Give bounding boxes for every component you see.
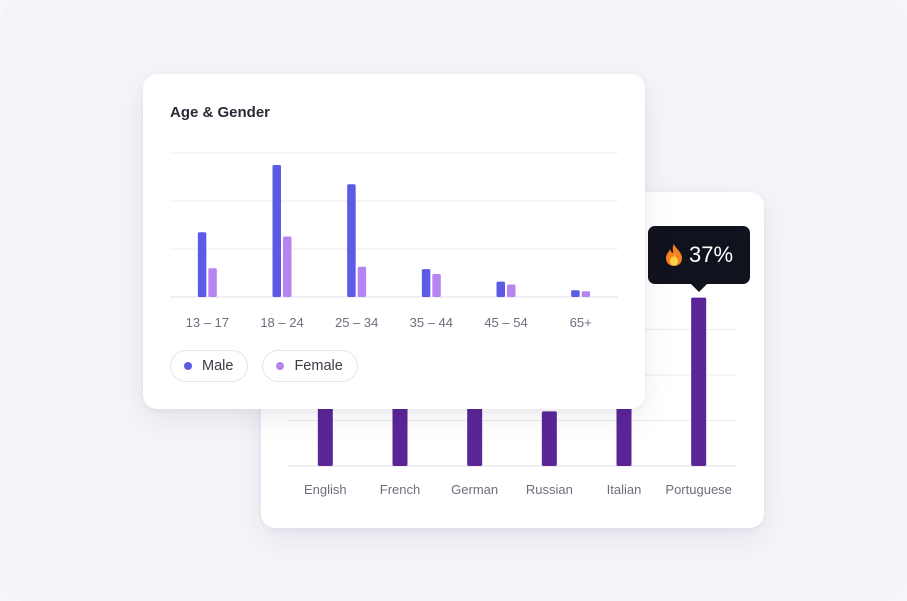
legend: Male Female	[170, 350, 358, 382]
bar-female	[581, 291, 591, 297]
legend-dot-male	[184, 362, 192, 370]
bar-male	[272, 165, 281, 297]
x-tick-label: 65+	[570, 315, 592, 330]
bar-male	[347, 184, 356, 297]
x-tick-label: 18 – 24	[260, 315, 303, 330]
legend-item-female[interactable]: Female	[262, 350, 358, 382]
x-tick-label: 25 – 34	[335, 315, 378, 330]
bar-male	[571, 290, 580, 297]
bar-female	[208, 268, 217, 297]
bar-female	[507, 284, 516, 297]
bar-male	[197, 232, 207, 297]
x-tick-label: Portuguese	[665, 482, 732, 497]
age-gender-card: Age & Gender 13 – 17 18 – 24 25 – 34 35 – 4…	[143, 74, 645, 409]
x-tick-label: English	[304, 482, 347, 497]
legend-label-female: Female	[294, 358, 343, 374]
x-tick-label: 45 – 54	[484, 315, 527, 330]
age-gender-bar-chart: 13 – 17 18 – 24 25 – 34 35 – 44 45 – 54 65+	[170, 152, 618, 330]
legend-item-male[interactable]: Male	[170, 350, 249, 382]
x-tick-label: Russian	[526, 482, 573, 497]
x-tick-label: 13 – 17	[186, 315, 229, 330]
bar-female	[357, 266, 367, 297]
x-tick-label: German	[451, 482, 498, 497]
bar-female	[432, 273, 441, 297]
legend-dot-female	[276, 362, 285, 370]
bar-russian	[541, 411, 557, 466]
bar-male	[421, 269, 431, 297]
x-tick-label: French	[380, 482, 420, 497]
highlight-tooltip: 37%	[648, 226, 750, 292]
bar-portuguese	[691, 297, 707, 466]
card-title: Age & Gender	[170, 104, 271, 121]
tooltip-value: 37%	[688, 242, 734, 267]
x-tick-label: 35 – 44	[410, 315, 453, 330]
fire-icon	[665, 243, 683, 267]
bar-female	[283, 236, 292, 297]
bar-male	[496, 281, 505, 297]
legend-label-male: Male	[202, 358, 234, 374]
x-tick-label: Italian	[607, 482, 642, 497]
